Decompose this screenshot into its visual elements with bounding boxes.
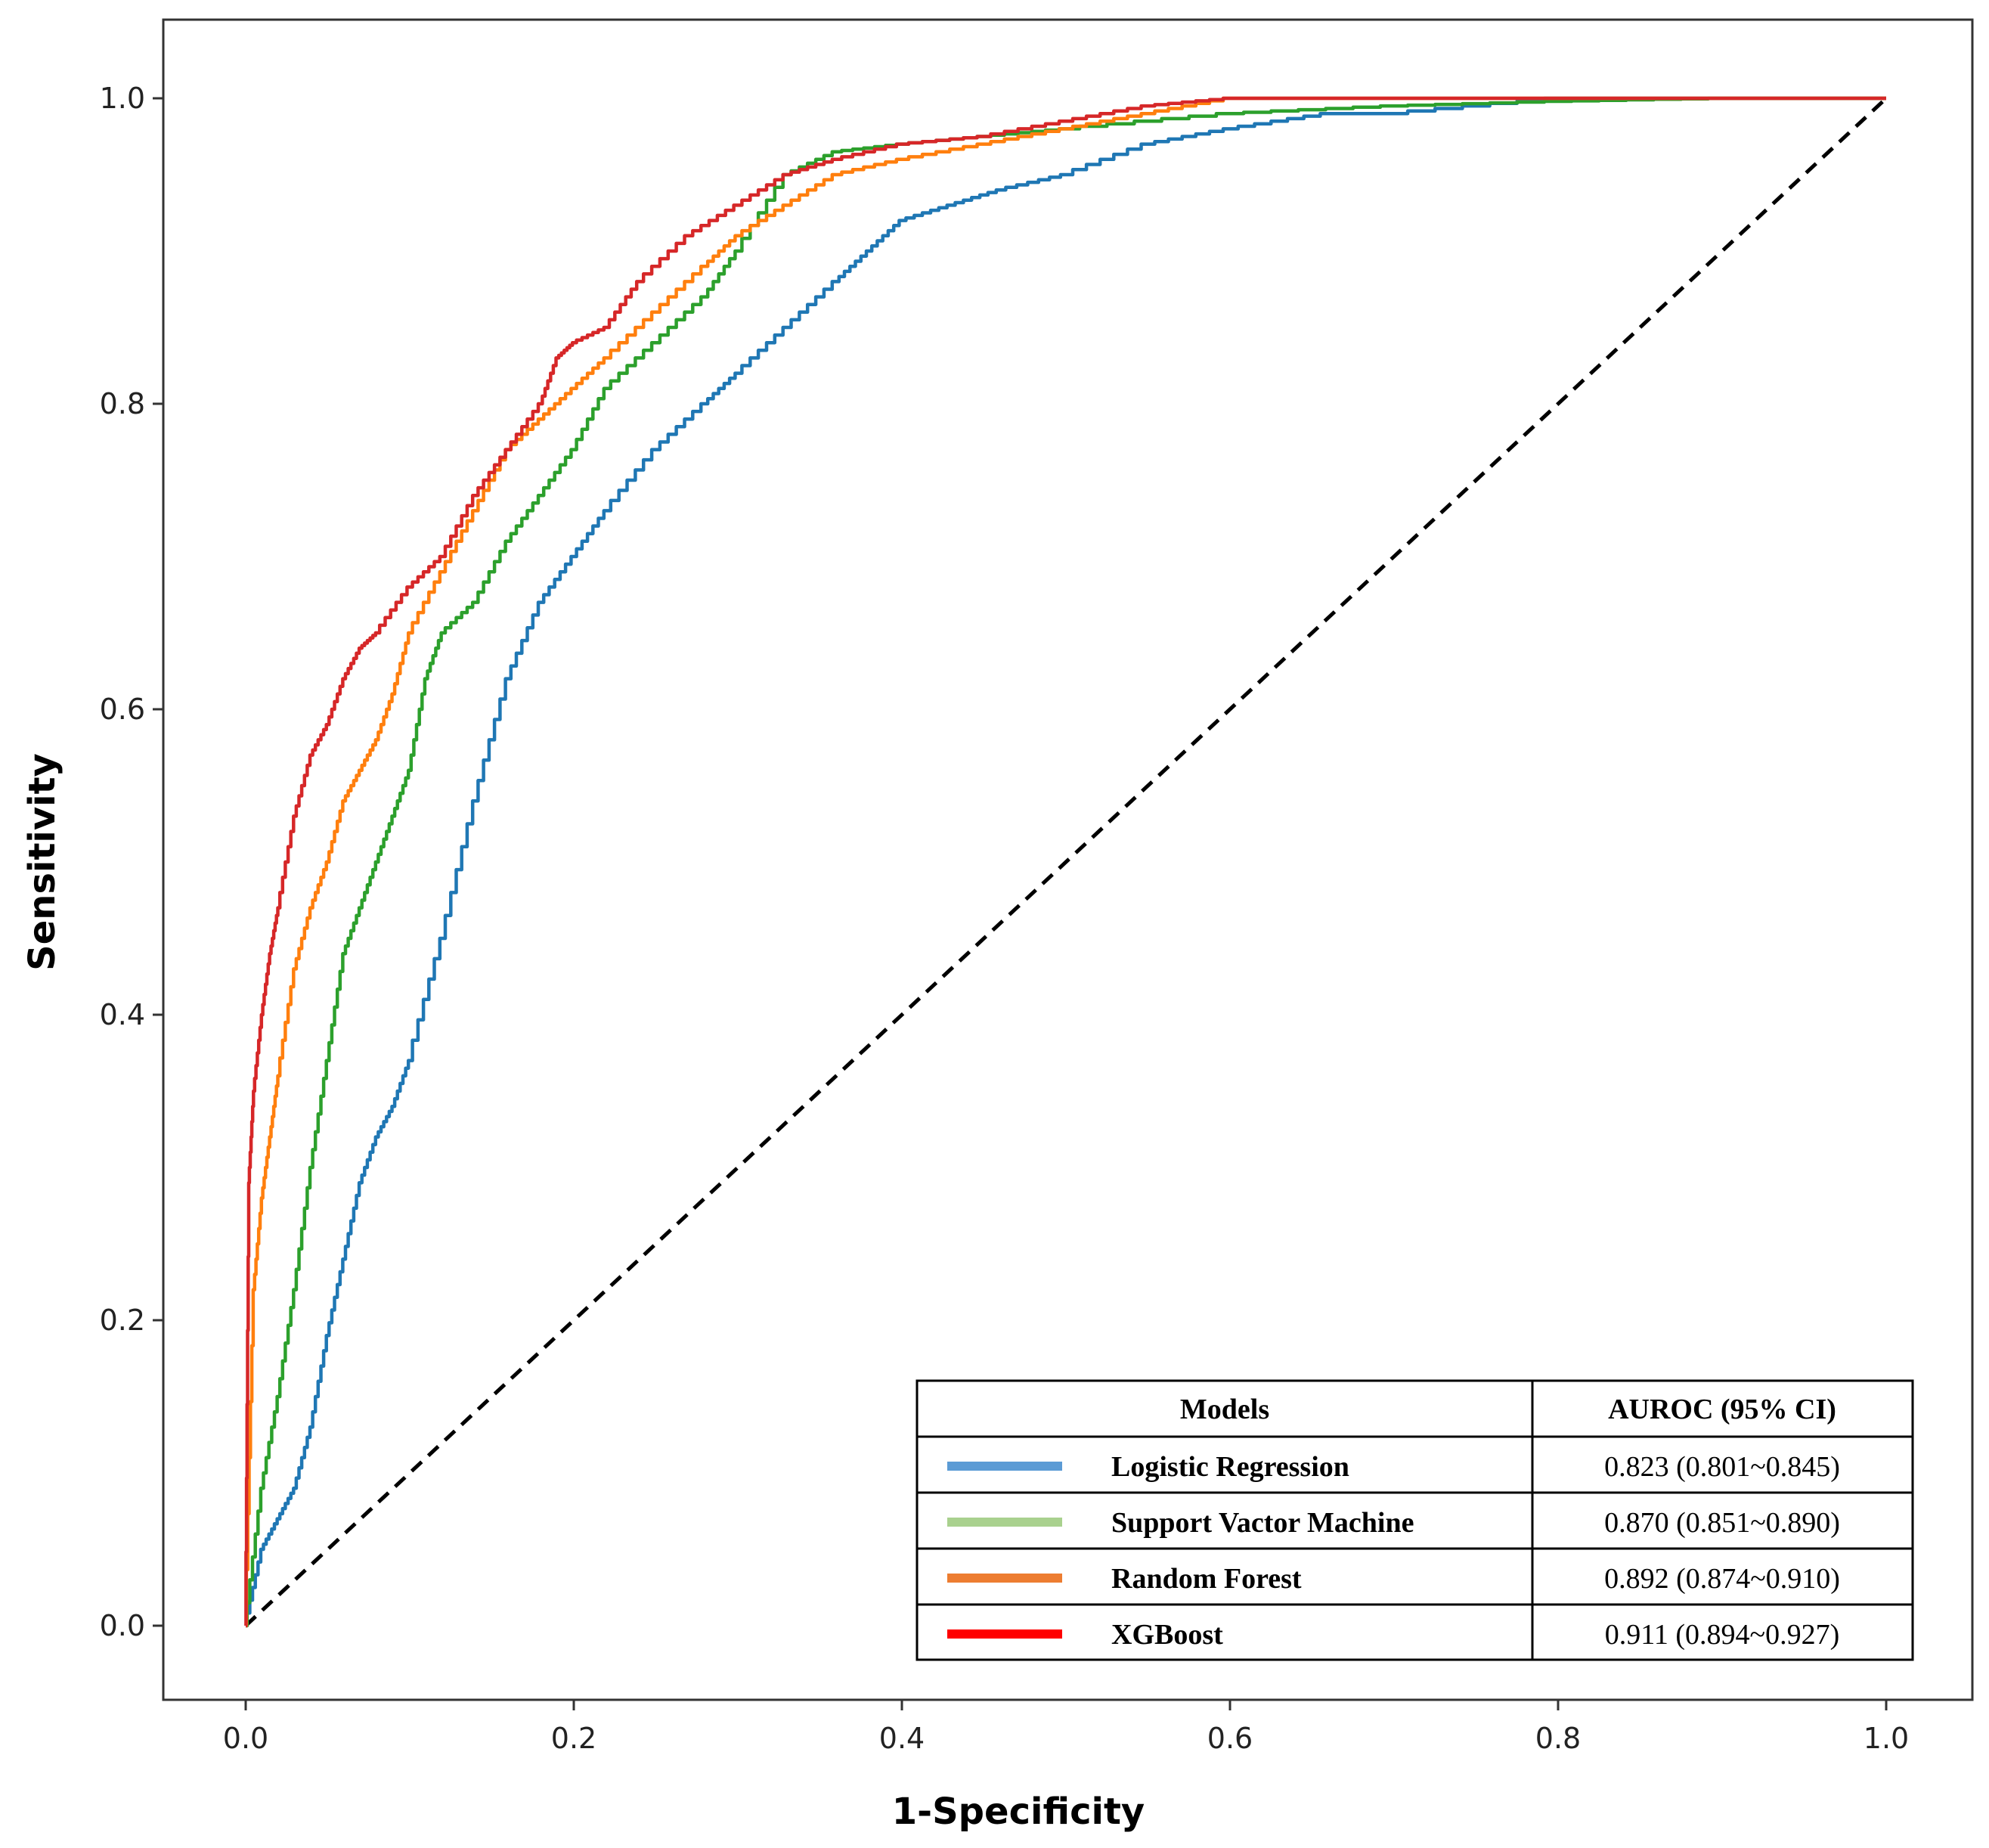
legend-table: Models AUROC (95% CI) Logistic Regressio… [915,1379,1914,1661]
legend-table-border [915,1379,1914,1661]
x-tick-label: 0.6 [1207,1722,1253,1755]
x-axis-title: 1-Specificity [892,1791,1145,1833]
legend-model-logistic-regression: Logistic Regression [1111,1451,1349,1483]
roc-line-logistic-regression [245,96,1886,1628]
y-tick-label: 0.2 [100,1304,145,1337]
legend-header-models: Models [1180,1394,1269,1425]
y-tick-label: 1.0 [100,82,145,115]
y-axis-title: Sensitivity [21,753,64,971]
roc-series [244,96,1886,1628]
x-tick-label: 0.0 [223,1722,268,1755]
legend-header-auroc: AUROC (95% CI) [1608,1394,1836,1425]
legend-auroc-logistic-regression: 0.823 (0.801~0.845) [1604,1451,1840,1483]
axis-ticks: 0.0 0.2 0.4 0.6 0.8 1.0 0.0 0.2 0.4 0.6 0.8 1.0 [100,82,1910,1755]
y-tick-label: 0.4 [100,998,145,1031]
x-tick-label: 0.8 [1535,1722,1581,1755]
plot-frame [162,18,1974,1701]
y-tick-label: 0.0 [100,1609,145,1642]
legend-auroc-random-forest: 0.892 (0.874~0.910) [1604,1563,1840,1595]
legend-model-random-forest: Random Forest [1111,1563,1302,1595]
legend-model-support-vector-machine: Support Vactor Machine [1111,1507,1414,1539]
y-tick-label: 0.6 [100,693,145,726]
legend-model-xgboost: XGBoost [1111,1619,1223,1651]
y-tick-label: 0.8 [100,387,145,420]
legend-auroc-support-vector-machine: 0.870 (0.851~0.890) [1604,1507,1840,1539]
x-tick-label: 0.4 [879,1722,925,1755]
reference-diagonal-line [244,97,1888,1627]
legend-auroc-xgboost: 0.911 (0.894~0.927) [1605,1619,1839,1651]
x-tick-label: 0.2 [551,1722,596,1755]
x-tick-label: 1.0 [1864,1722,1909,1755]
roc-line-xgboost [244,96,1886,1628]
